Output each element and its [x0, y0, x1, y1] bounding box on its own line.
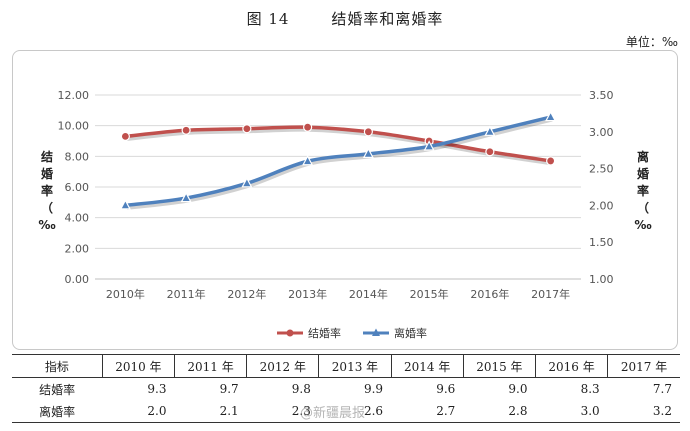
y-right-tick-label: 1.50	[589, 236, 614, 249]
table-cell: 3.0	[535, 400, 608, 423]
y-left-tick-label: 12.00	[58, 89, 90, 102]
table-header-year: 2010 年	[101, 354, 175, 378]
divorce-rate-point	[180, 191, 192, 203]
divorce-rate-point	[119, 199, 131, 210]
line-chart: 12.00 10.00 8.00 6.00 4.00 2.00 0.00 3.50 3.00 2.…	[38, 89, 651, 340]
y-right-axis-title-char: 率	[637, 183, 649, 198]
table-body: 结婚率 9.3 9.7 9.8 9.9 9.6 9.0 8.3 7.7 离婚率 2.0 2.1 2.3 2…	[12, 378, 680, 423]
y-right-axis-title-char: 离	[637, 149, 649, 164]
table-cell: 9.3	[147, 382, 167, 396]
y-right-axis-title-char: ‰	[634, 218, 651, 232]
table-row-label: 结婚率	[39, 382, 76, 397]
table-cell: 7.7	[652, 382, 672, 396]
marriage-rate-point	[303, 122, 313, 132]
figure-title: 图 14 结婚率和离婚率	[0, 8, 690, 29]
marriage-rate-legend-label: 结婚率	[308, 326, 341, 340]
table-cell: 9.8	[291, 382, 311, 396]
x-tick-label: 2013年	[288, 287, 327, 301]
x-tick-label: 2011年	[167, 287, 206, 301]
table-cell: 9.7	[219, 382, 239, 396]
table-row: 离婚率 2.0 2.1 2.3 2.6 2.7 2.8 3.0 3.2	[12, 400, 680, 423]
table-header-row: 指标 2010 年 2011 年 2012 年 2013 年 2014 年 2015 年 20…	[12, 354, 680, 378]
figure-number: 图 14	[246, 10, 290, 28]
divorce-rate-line	[123, 115, 553, 208]
chart-frame: 12.00 10.00 8.00 6.00 4.00 2.00 0.00 3.50 3.00 2.…	[12, 50, 678, 350]
marriage-rate-point	[120, 131, 130, 142]
divorce-rate-point	[241, 177, 253, 188]
divorce-rate-point	[302, 154, 314, 166]
table-header-year: 2011 年	[173, 354, 247, 378]
y-left-tick-label: 0.00	[65, 273, 90, 286]
y-left-axis-title-char: 婚	[41, 166, 53, 181]
y-left-axis-title-char: 率	[41, 183, 53, 198]
watermark: @新疆晨报	[300, 406, 366, 421]
y-right-axis-title-char: （	[637, 200, 649, 215]
marriage-rate-point	[181, 125, 191, 135]
y-left-axis-title-char: 结	[41, 149, 53, 164]
y-left-axis-title-char: ‰	[38, 218, 55, 232]
y-left-tick-label: 6.00	[65, 181, 90, 194]
divorce-rate-point	[362, 147, 374, 158]
table-header-year: 2013 年	[318, 354, 392, 378]
table-cell: 2.3	[246, 400, 319, 423]
table-cell: 8.3	[580, 382, 600, 396]
x-tick-label: 2016年	[470, 287, 509, 301]
marriage-rate-legend-marker	[286, 329, 294, 337]
divorce-rate-legend-marker	[372, 328, 380, 336]
y-left-tick-label: 2.00	[65, 242, 90, 255]
y-right-tick-label: 3.50	[589, 89, 614, 102]
x-tick-label: 2015年	[410, 287, 449, 301]
table-header-year: 2014 年	[390, 354, 464, 378]
x-tick-label: 2010年	[106, 287, 145, 301]
divorce-rate-point	[484, 125, 496, 136]
data-table: 指标 2010 年 2011 年 2012 年 2013 年 2014 年 2015 年 20…	[12, 354, 680, 423]
marriage-rate-point	[485, 147, 495, 157]
table-cell: 9.0	[508, 382, 528, 396]
table-cell: 2.8	[463, 400, 536, 423]
x-tick-label: 2012年	[227, 287, 266, 301]
divorce-rate-legend-label: 离婚率	[394, 326, 427, 340]
table-header-indicator: 指标	[12, 354, 103, 378]
table-header-year: 2016 年	[534, 354, 608, 378]
marriage-rate-line	[123, 125, 553, 163]
table-cell: 3.2	[607, 400, 680, 423]
table-cell: 2.7	[391, 400, 464, 423]
x-tick-label: 2017年	[531, 287, 570, 301]
y-left-tick-label: 10.00	[58, 120, 90, 133]
table-header-year: 2012 年	[246, 354, 319, 378]
table-row-label: 离婚率	[12, 400, 103, 423]
marriage-rate-point	[363, 127, 373, 137]
marriage-rate-point	[546, 156, 556, 166]
unit-label: 单位：‰	[625, 35, 678, 49]
y-right-tick-label: 1.00	[589, 273, 614, 286]
divorce-rate-point	[423, 140, 435, 151]
x-tick-label: 2014年	[349, 287, 388, 301]
table-header-year: 2015 年	[462, 354, 536, 378]
table-cell: 2.6	[318, 400, 392, 423]
y-left-tick-label: 4.00	[65, 212, 90, 225]
y-right-tick-label: 2.00	[589, 199, 614, 212]
table-row: 结婚率 9.3 9.7 9.8 9.9 9.6 9.0 8.3 7.7	[12, 378, 680, 401]
table-cell: 9.6	[436, 382, 456, 396]
y-left-axis-title-char: （	[41, 200, 53, 215]
table-cell: 9.9	[363, 382, 384, 396]
y-right-axis-title-char: 婚	[637, 166, 649, 181]
table-cell: 2.0	[102, 400, 175, 423]
y-right-tick-label: 2.50	[589, 163, 614, 176]
table-cell: 2.1	[174, 400, 247, 423]
table-header-year: 2017 年	[607, 354, 680, 378]
figure-title-text: 结婚率和离婚率	[331, 10, 444, 28]
divorce-rate-point	[545, 110, 557, 122]
marriage-rate-point	[242, 124, 252, 134]
y-left-tick-label: 8.00	[65, 150, 90, 163]
y-right-tick-label: 3.00	[589, 126, 614, 139]
